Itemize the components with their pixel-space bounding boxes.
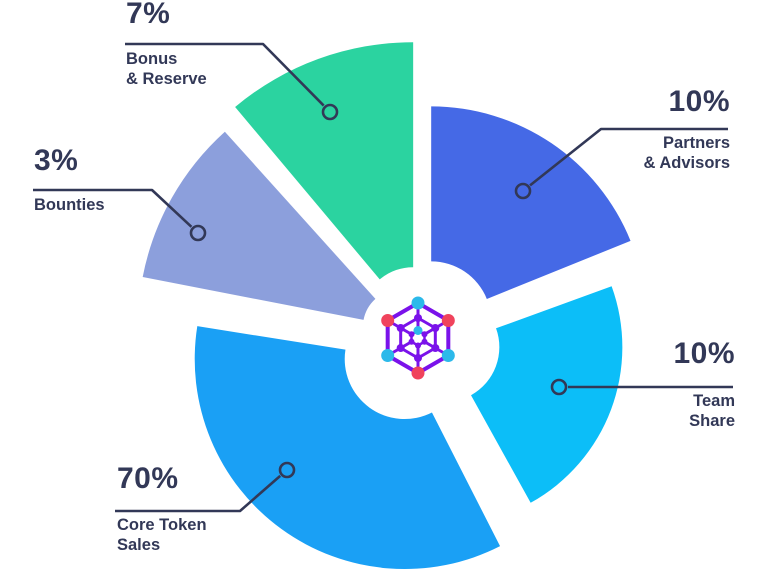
logo-node-cyan: [441, 349, 455, 362]
leader-dot-team-share: [550, 378, 568, 396]
logo-node-purple: [396, 344, 405, 352]
logo-node-purple: [396, 324, 405, 332]
slice-name-label-partners-advisors: Partners & Advisors: [643, 134, 731, 172]
slice-name-label-team-share: Team Share: [689, 392, 735, 430]
logo-node-purple: [431, 324, 440, 332]
logo-node-red: [411, 366, 425, 380]
logo-node-purple-small: [408, 338, 415, 345]
logo-node-cyan: [381, 349, 395, 362]
pie-slice-team-share: [471, 286, 623, 503]
pie-slice-core-token-sales: [194, 326, 501, 570]
pct-label-bounties: 3%: [34, 144, 79, 177]
leader-line-bonus-reserve: [125, 42, 325, 107]
logo-node-purple: [414, 314, 422, 322]
leader-line-bounties: [33, 188, 193, 228]
logo-node-purple: [431, 344, 440, 352]
leader-dot-core-token-sales: [278, 461, 296, 479]
slice-name-label-bounties: Bounties: [34, 196, 105, 214]
logo-node-purple: [414, 354, 422, 362]
leader-line-core-token-sales: [115, 474, 282, 513]
leader-dot-bonus-reserve: [321, 103, 339, 121]
pie-slice-partners-advisors: [431, 106, 631, 299]
logo-node-purple-small: [415, 342, 421, 349]
logo-node-purple-small: [421, 331, 428, 338]
leader-line-partners-advisors: [529, 127, 728, 187]
logo-center-node-cyan: [413, 326, 423, 335]
logo-node-purple-small: [421, 338, 428, 345]
leader-dot-partners-advisors: [514, 182, 532, 200]
pct-label-core-token-sales: 70%: [117, 462, 179, 495]
pct-label-bonus-reserve: 7%: [126, 0, 171, 30]
pie-slice-bounties: [142, 131, 376, 320]
slice-name-label-bonus-reserve: Bonus & Reserve: [126, 50, 207, 88]
pct-label-team-share: 10%: [673, 337, 735, 370]
slice-name-label-core-token-sales: Core Token Sales: [117, 516, 207, 554]
leader-dot-bounties: [189, 224, 207, 242]
logo-node-red: [441, 314, 455, 327]
logo-node-purple-small: [408, 331, 415, 338]
logo-node-red: [381, 314, 395, 327]
pie-slice-bonus-reserve: [235, 42, 414, 280]
pct-label-partners-advisors: 10%: [668, 85, 730, 118]
logo-node-cyan: [411, 296, 425, 310]
